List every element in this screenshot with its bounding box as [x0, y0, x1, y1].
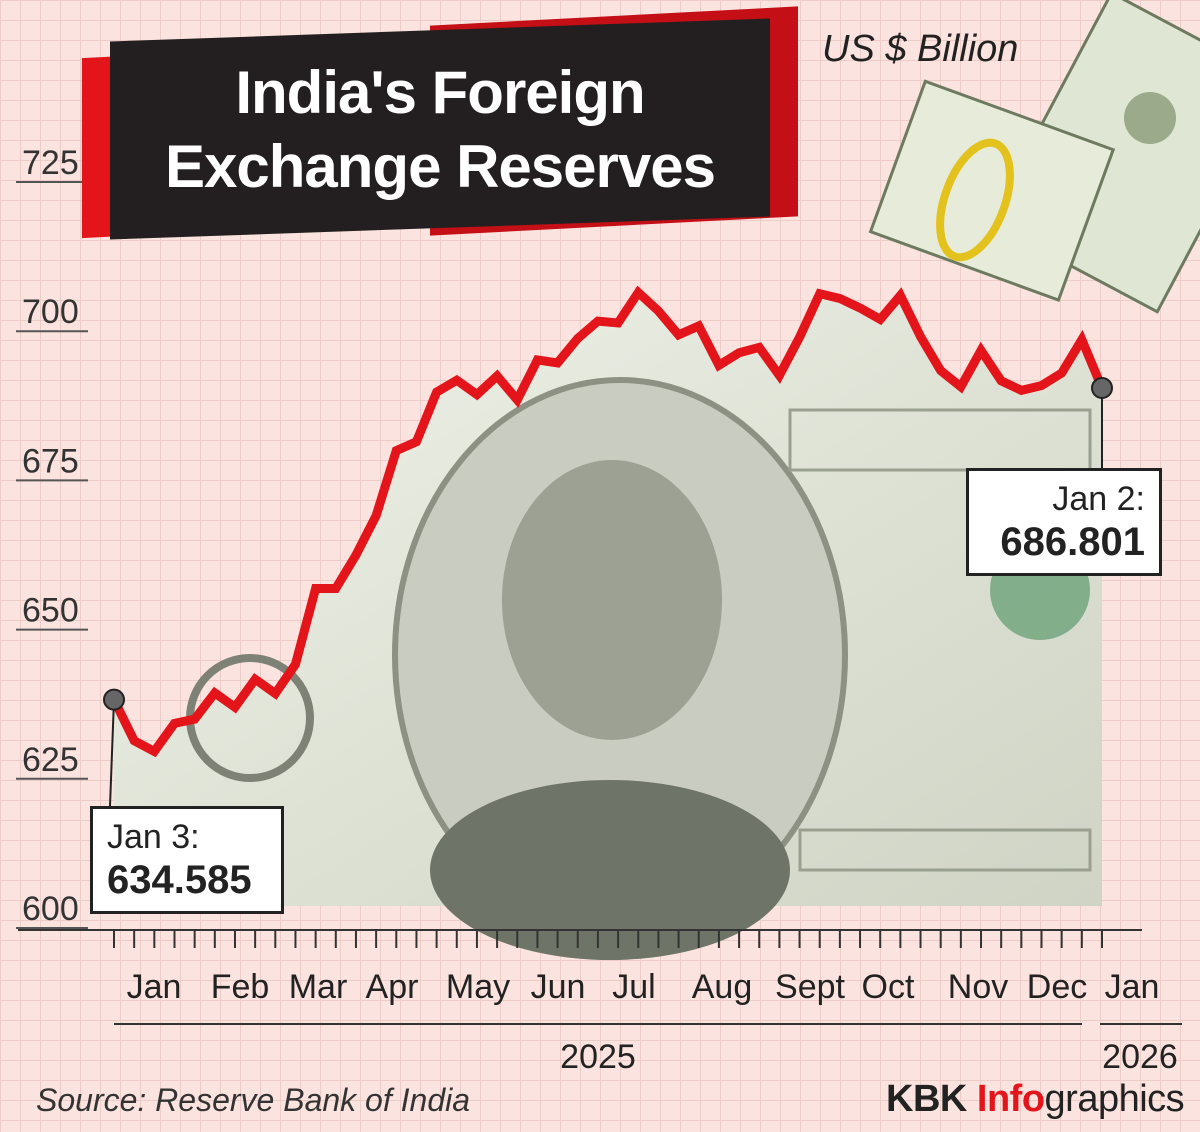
year-label: 2025	[560, 1038, 636, 1076]
data-line-series	[103, 285, 1113, 807]
x-tick-label: Apr	[366, 968, 419, 1006]
y-tick-label: 650	[22, 592, 79, 630]
x-tick-label: Mar	[289, 968, 348, 1006]
x-tick-label: Jan	[1105, 968, 1160, 1006]
y-tick-label: 725	[22, 144, 79, 182]
endpoint-marker	[1091, 376, 1113, 399]
x-tick-label: Jun	[531, 968, 586, 1006]
end-callout-label: Jan 2:	[1052, 480, 1145, 518]
brand-part-1: KBK	[886, 1078, 977, 1120]
end-callout-value: 686.801	[1000, 520, 1145, 564]
portrait-face	[502, 460, 722, 740]
x-tick-label: Jul	[612, 968, 655, 1006]
source-note: Source: Reserve Bank of India	[36, 1082, 471, 1118]
series-line	[109, 285, 1107, 758]
year-label: 2026	[1102, 1038, 1178, 1076]
portrait-coat	[430, 780, 790, 960]
x-tick-label: Aug	[692, 968, 753, 1006]
end-value-callout: Jan 2: 686.801	[966, 468, 1162, 576]
chart-title: India's Foreign Exchange Reserves	[164, 59, 716, 200]
start-callout-value: 634.585	[107, 858, 252, 902]
x-tick-label: Jan	[127, 968, 182, 1006]
x-tick-label: Dec	[1027, 968, 1087, 1006]
x-tick-label: Oct	[862, 968, 915, 1006]
y-axis: 600 625 650 675 700 725	[16, 144, 88, 929]
x-axis: Jan Feb Mar Apr May Jun Jul Aug Sept Oct Nov Dec Jan…	[18, 929, 1182, 1076]
x-tick-label: May	[446, 968, 510, 1006]
start-value-callout: Jan 3: 634.585	[90, 806, 284, 914]
bill-banner-ornament	[788, 408, 1092, 472]
y-tick-label: 700	[22, 293, 79, 331]
y-axis-unit-label: US $ Billion	[822, 28, 1019, 70]
start-callout-label: Jan 3:	[107, 818, 200, 856]
x-tick-label: Sept	[775, 968, 845, 1006]
endpoint-marker	[103, 688, 125, 711]
x-tick-label: Nov	[948, 968, 1008, 1006]
brand-part-2: Info	[976, 1078, 1045, 1120]
x-tick-label: Feb	[211, 968, 270, 1006]
bill-bottom-ornament	[798, 828, 1092, 872]
y-tick-label: 675	[22, 442, 79, 480]
money-bundle-front	[868, 79, 1116, 302]
bundle-seal	[1124, 92, 1176, 144]
y-tick-label: 600	[22, 890, 79, 928]
money-bundles-image	[868, 0, 1200, 314]
callout-leader	[109, 699, 115, 807]
brand-logo: KBK Infographics	[886, 1078, 1185, 1121]
chart-title-banner: India's Foreign Exchange Reserves	[82, 6, 798, 240]
rubber-band	[936, 138, 1014, 262]
y-tick-label: 625	[22, 741, 79, 779]
brand-part-3: graphics	[1044, 1078, 1185, 1120]
